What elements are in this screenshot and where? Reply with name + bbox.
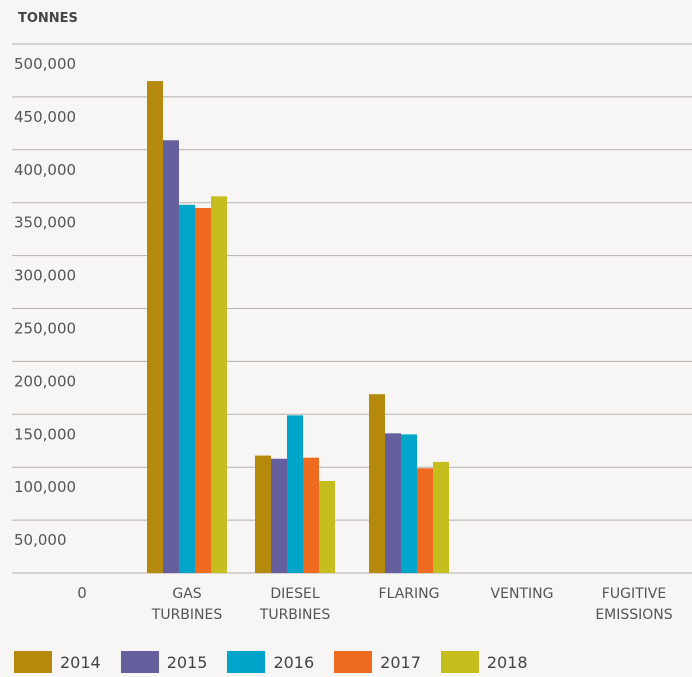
bar-2015 (385, 433, 401, 573)
x-axis-ticks: GAS TURBINES DIESEL TURBINES FLARING VENTING F… (151, 586, 673, 623)
bar-2015 (163, 140, 179, 573)
bar-2017 (303, 457, 319, 573)
x-tick-label: VENTING (491, 586, 554, 602)
legend-swatch (440, 651, 479, 673)
x-tick-label: DIESEL TURBINES (259, 586, 331, 623)
y-tick-label: 0 (77, 584, 87, 602)
legend-item-2014: 2014 (14, 651, 101, 673)
bar-2016 (179, 204, 195, 574)
y-tick-label: 450,000 (14, 108, 76, 126)
bar-chart: TONNES 0 50,000 100,000 150,000 200,000 250,0… (12, 11, 692, 623)
bar-2018 (319, 480, 335, 573)
y-tick-label: 300,000 (14, 267, 76, 285)
y-axis-unit-label: TONNES (18, 11, 78, 26)
y-tick-label: 200,000 (14, 372, 76, 390)
bar-2016 (401, 434, 417, 573)
x-tick-label: GAS TURBINES (151, 586, 223, 623)
legend-swatch (120, 651, 159, 673)
legend-swatch (227, 651, 266, 673)
y-tick-label: 400,000 (14, 161, 76, 179)
legend-item-2017: 2017 (334, 651, 421, 673)
legend-item-2015: 2015 (120, 651, 208, 673)
legend-label: 2016 (273, 652, 315, 672)
y-tick-label: 250,000 (14, 320, 76, 338)
bar-2014 (369, 394, 385, 573)
legend-item-2018: 2018 (440, 651, 528, 673)
y-tick-label: 50,000 (14, 531, 67, 549)
bar-2018 (211, 196, 227, 574)
bar-2017 (417, 468, 433, 573)
gridlines (12, 43, 692, 574)
y-tick-label: 100,000 (14, 478, 76, 496)
legend-swatch (334, 651, 373, 673)
y-tick-label: 500,000 (14, 55, 76, 73)
legend-label: 2018 (486, 652, 528, 672)
y-axis-ticks: 0 50,000 100,000 150,000 200,000 250,000 300,0… (14, 55, 87, 602)
bar-2014 (147, 81, 163, 573)
bars (147, 81, 449, 574)
x-tick-label: FLARING (379, 586, 440, 602)
bar-2014 (255, 455, 271, 573)
legend-label: 2017 (380, 652, 421, 672)
legend-label: 2014 (60, 652, 101, 672)
y-tick-label: 350,000 (14, 214, 76, 232)
y-tick-label: 150,000 (14, 425, 76, 443)
legend-label: 2015 (166, 652, 208, 672)
legend-swatch (14, 651, 52, 673)
x-tick-label: FUGITIVE EMISSIONS (595, 586, 672, 623)
bar-2015 (271, 458, 287, 573)
bar-2018 (433, 461, 449, 573)
bar-2017 (195, 207, 211, 574)
legend: 2014 2015 2016 2017 2018 (14, 648, 548, 676)
legend-item-2016: 2016 (227, 651, 314, 673)
bar-2016 (287, 415, 303, 573)
